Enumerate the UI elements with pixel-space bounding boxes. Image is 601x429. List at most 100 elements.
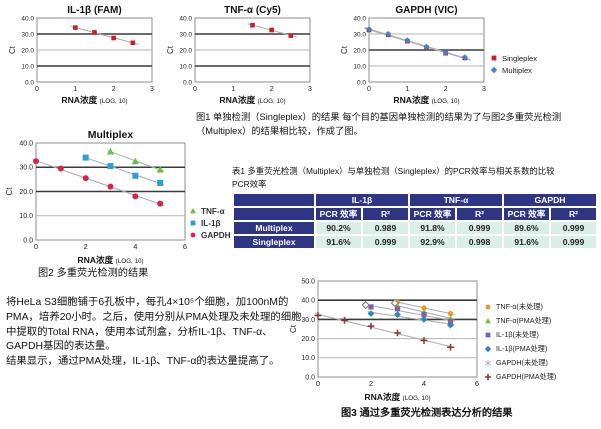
svg-text:10.0: 10.0 (21, 63, 34, 70)
table-row: Singleplex 91.6% 0.999 92.9% 0.998 91.6%… (232, 233, 598, 250)
sub-header: R² (455, 205, 504, 222)
value-cell: 0.999 (361, 233, 410, 250)
svg-text:0: 0 (34, 242, 38, 251)
chart-fig1-tnfa-cy5: 0.0 10.0 20.0 30.0 40.0 0 1 2 3 TNF-α (Cy5) Ct RNA浓… (165, 2, 317, 106)
table-corner-cell (232, 191, 316, 208)
svg-text:3: 3 (308, 86, 312, 93)
table-pcr-efficiency-section: 表1 多重荧光检测（Multiplex）与单独检测（Singleplex）的PC… (232, 166, 600, 250)
value-cell: 0.999 (455, 219, 504, 236)
gene-header: IL-1β (314, 191, 410, 208)
svg-text:2: 2 (84, 242, 88, 251)
svg-text:1: 1 (231, 86, 235, 93)
value-cell: 90.2% (314, 219, 363, 236)
svg-text:30.0: 30.0 (21, 31, 34, 38)
gene-header: TNF-α (408, 191, 504, 208)
svg-text:0: 0 (367, 86, 371, 93)
svg-text:40.0: 40.0 (179, 15, 192, 22)
legend-label: TNF-α (201, 206, 225, 216)
legend-item: IL-1β(PMA处理) (483, 344, 556, 354)
legend-label: IL-1β(PMA处理) (496, 344, 548, 353)
svg-text:0: 0 (316, 379, 320, 388)
table-title: 表1 多重荧光检测（Multiplex）与单独检测（Singleplex）的PC… (232, 166, 555, 176)
svg-text:40.0: 40.0 (21, 15, 34, 22)
svg-text:0.0: 0.0 (183, 79, 192, 86)
value-cell: 0.999 (549, 233, 598, 250)
svg-text:10.0: 10.0 (179, 63, 192, 70)
pcr-efficiency-table: IL-1β TNF-α GAPDH PCR 效率 R² PCR 效率 R² PC… (232, 191, 598, 250)
legend-item: GAPDH (188, 230, 231, 240)
svg-text:RNA浓度 (LOG, 10): RNA浓度 (LOG, 10) (393, 94, 459, 105)
svg-text:RNA浓度 (LOG, 10): RNA浓度 (LOG, 10) (77, 254, 143, 265)
svg-text:3: 3 (482, 86, 486, 93)
legend-item: Multiplex (489, 65, 537, 75)
caption-fig3: 图3 通过多重荧光检测表达分析的结果 (341, 408, 513, 419)
svg-text:0.0: 0.0 (357, 79, 366, 86)
svg-text:Ct: Ct (166, 45, 175, 54)
legend-item: Singleplex (489, 53, 537, 63)
svg-text:30.0: 30.0 (179, 31, 192, 38)
svg-text:4: 4 (422, 379, 426, 388)
svg-text:6: 6 (183, 242, 187, 251)
svg-text:Ct: Ct (340, 45, 349, 54)
svg-text:0: 0 (193, 86, 197, 93)
svg-text:30.0: 30.0 (19, 165, 33, 172)
svg-text:30.0: 30.0 (353, 31, 366, 38)
svg-text:4: 4 (133, 242, 137, 251)
gene-header: GAPDH (502, 191, 598, 208)
chart-fig1-il1b-fam: 0.0 10.0 20.0 30.0 40.0 0 1 2 3 IL-1β (FAM) Ct RNA浓… (7, 2, 159, 106)
row-label: Multiplex (232, 219, 316, 236)
series-marker-icon (484, 359, 492, 367)
legend-item: IL-1β (188, 218, 231, 228)
svg-text:2: 2 (369, 379, 373, 388)
legend-label: TNF-α(PMA处理) (496, 316, 552, 325)
sub-header: PCR 效率 (314, 205, 363, 222)
legend-fig3: TNF-α(未处理) TNF-α(PMA处理) IL-1β(未处理) IL-1β(PM… (483, 302, 556, 386)
svg-text:Ct: Ct (8, 45, 17, 54)
svg-text:0.0: 0.0 (23, 237, 33, 244)
sub-header: PCR 效率 (408, 205, 457, 222)
sub-header: PCR 效率 (502, 205, 551, 222)
svg-text:2: 2 (444, 86, 448, 93)
legend-label: Singleplex (502, 53, 538, 63)
value-cell: 91.6% (314, 233, 363, 250)
svg-text:40.0: 40.0 (301, 298, 315, 305)
svg-text:1: 1 (405, 86, 409, 93)
legend-fig2: TNF-α IL-1β GAPDH (188, 206, 231, 242)
svg-text:Ct: Ct (289, 324, 298, 333)
svg-text:6: 6 (475, 379, 479, 388)
value-cell: 92.9% (408, 233, 457, 250)
body-paragraph: 将HeLa S3细胞铺于6孔板中，每孔4×10⁵个细胞，加100nM的PMA，培… (6, 297, 302, 353)
series-marker-icon (190, 220, 196, 226)
value-cell: 91.8% (408, 219, 457, 236)
chart-fig1-gapdh-vic: 0.0 10.0 20.0 30.0 40.0 0 1 2 3 GAPDH (VIC) Ct RNA浓… (339, 2, 491, 106)
legend-item: GAPDH(未处理) (483, 358, 556, 368)
series-marker-icon (490, 66, 498, 74)
table-row: IL-1β TNF-α GAPDH (232, 191, 598, 208)
chart-fig3-expression: 0.0 10.0 20.0 30.0 40.0 50.0 0 2 4 6 Ct RNA浓度 (LOG,… (288, 275, 485, 403)
legend-label: IL-1β (201, 218, 221, 228)
svg-text:20.0: 20.0 (179, 47, 192, 54)
svg-text:20.0: 20.0 (353, 47, 366, 54)
legend-item: TNF-α (188, 206, 231, 216)
svg-text:40.0: 40.0 (353, 15, 366, 22)
svg-text:40.0: 40.0 (19, 140, 33, 147)
legend-item: IL-1β(未处理) (483, 330, 556, 340)
svg-text:20.0: 20.0 (19, 189, 33, 196)
legend-item: TNF-α(未处理) (483, 302, 556, 312)
legend-label: GAPDH (201, 230, 231, 240)
series-marker-icon (491, 55, 497, 61)
svg-text:2: 2 (112, 86, 116, 93)
caption-fig1: 图1 单独检测（Singleplex）的结果 每个目的基因单独检测的结果为了与图… (196, 112, 562, 137)
body-text: 将HeLa S3细胞铺于6孔板中，每孔4×10⁵个细胞，加100nM的PMA，培… (6, 296, 305, 370)
legend-label: GAPDH(未处理) (496, 358, 548, 367)
table-subtitle: PCR效率 (232, 178, 267, 189)
svg-text:20.0: 20.0 (21, 47, 34, 54)
svg-text:0.0: 0.0 (25, 79, 34, 86)
legend-label: GAPDH(PMA处理) (496, 372, 557, 381)
svg-text:3: 3 (150, 86, 154, 93)
svg-text:0.0: 0.0 (305, 374, 315, 381)
table-corner-cell (232, 205, 316, 222)
legend-label: IL-1β(未处理) (496, 330, 539, 339)
series-marker-icon (485, 304, 491, 310)
